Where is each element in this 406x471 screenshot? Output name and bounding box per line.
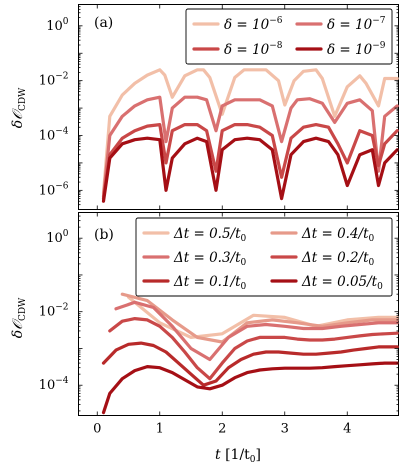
legend-label: δ = 10−8	[224, 41, 283, 58]
y-tick-label: 10−6	[39, 181, 69, 198]
series-line-b-4	[108, 317, 399, 381]
panel-b: (b) 100 10−2 10−4 0 1 2 3 4 δ𝒪CDW t [1/t0] Δt …	[10, 212, 399, 465]
y-tick-label: 100	[46, 17, 69, 34]
x-tick-label: 2	[218, 422, 226, 437]
panel-a-legend: δ = 10−6 δ = 10−7 δ = 10−8 δ = 10−9	[185, 8, 393, 65]
legend-label: Δt = 0.05/t0	[301, 274, 383, 292]
legend-label: δ = 10−7	[327, 16, 386, 33]
y-tick-label: 10−4	[39, 127, 69, 144]
panel-b-frame	[78, 212, 399, 416]
series-line-b-3	[114, 300, 399, 362]
panel-b-legend-box	[135, 217, 393, 297]
series-line-a-3	[101, 122, 399, 201]
panel-b-label: (b)	[94, 227, 114, 243]
x-tick-label: 0	[93, 422, 101, 437]
series-line-a-1	[101, 68, 399, 195]
y-tick-label: 10−2	[39, 303, 69, 320]
panel-a-y-ticks: 100 10−2 10−4 10−6	[39, 4, 399, 210]
panel-a-x-ticks	[96, 4, 348, 210]
panel-a-series	[101, 68, 399, 203]
legend-label: Δt = 0.1/t0	[173, 274, 247, 292]
panel-a-frame	[78, 4, 399, 210]
panel-b-x-axis-label: t [1/t0]	[215, 447, 261, 465]
series-line-a-4	[101, 136, 399, 203]
panel-b-legend: Δt = 0.5/t0 Δt = 0.4/t0 Δt = 0.3/t0 Δt = 0.…	[135, 217, 393, 297]
legend-label: Δt = 0.2/t0	[301, 250, 375, 268]
x-tick-label: 1	[156, 422, 164, 437]
y-tick-label: 100	[46, 229, 69, 246]
y-tick-label: 10−2	[39, 72, 69, 89]
legend-label: Δt = 0.3/t0	[173, 250, 247, 268]
series-line-b-5	[101, 341, 399, 387]
panel-b-y-ticks: 100 10−2 10−4	[39, 212, 399, 412]
legend-label: Δt = 0.4/t0	[301, 226, 375, 244]
x-tick-label: 4	[343, 422, 351, 437]
series-line-a-2	[101, 95, 399, 198]
series-line-b-6	[101, 361, 399, 415]
panel-a-label: (a)	[94, 15, 113, 31]
series-line-b-2	[120, 292, 399, 344]
legend-label: δ = 10−9	[327, 41, 386, 58]
legend-label: δ = 10−6	[224, 16, 283, 33]
panel-b-series	[101, 292, 399, 415]
panel-b-y-axis-label: δ𝒪CDW	[10, 297, 28, 338]
panel-b-x-ticks: 0 1 2 3 4	[93, 212, 351, 437]
panel-a-y-axis-label: δ𝒪CDW	[10, 87, 28, 128]
panel-a-legend-box	[185, 8, 393, 65]
legend-label: Δt = 0.5/t0	[173, 226, 247, 244]
x-tick-label: 3	[281, 422, 289, 437]
y-tick-label: 10−4	[39, 376, 69, 393]
